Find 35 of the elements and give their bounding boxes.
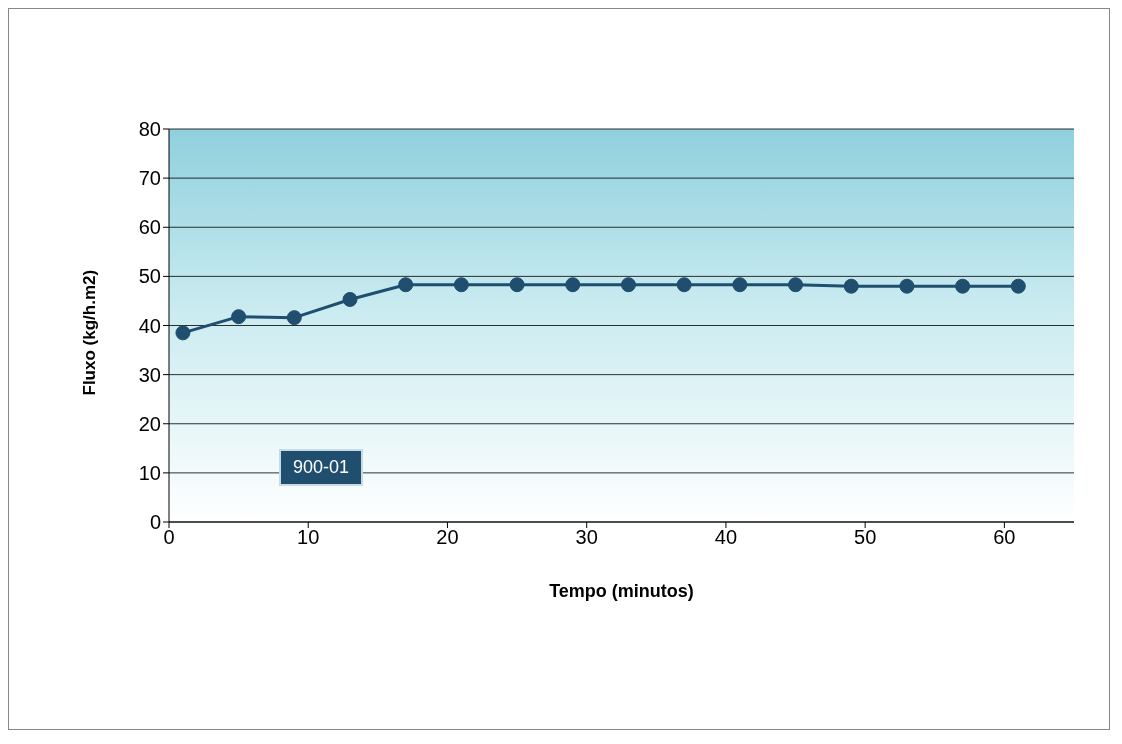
point: [620, 277, 636, 293]
y-tick-label: 30: [138, 363, 161, 386]
point: [175, 325, 191, 341]
text: 900-01: [279, 449, 364, 486]
y-axis-title: Fluxo (kg/h.m2): [80, 269, 100, 396]
y-tick-label: 0: [149, 511, 161, 534]
y-tick-label: 50: [138, 265, 161, 288]
point: [843, 278, 859, 294]
y-tick-label: 20: [138, 412, 161, 435]
point: [398, 277, 414, 293]
point: [955, 278, 971, 294]
point: [676, 277, 692, 293]
point: [509, 277, 525, 293]
y-tick-label: 70: [138, 167, 161, 190]
y-tick-label: 10: [138, 461, 161, 484]
point: [788, 277, 804, 293]
point: [286, 310, 302, 326]
y-tick-label: 40: [138, 314, 161, 337]
point: [732, 277, 748, 293]
point: [899, 278, 915, 294]
x-tick-label: 10: [297, 526, 320, 549]
y-tick-label: 60: [138, 216, 161, 239]
y-tick-label: 80: [138, 118, 161, 141]
point: [453, 277, 469, 293]
x-axis-title: Tempo (minutos): [549, 581, 694, 601]
x-tick-label: 0: [163, 526, 175, 549]
x-tick-label: 20: [436, 526, 459, 549]
x-tick-label: 40: [714, 526, 738, 549]
point: [342, 291, 358, 307]
point: [231, 309, 247, 325]
x-tick-label: 30: [575, 526, 598, 549]
point: [565, 277, 581, 293]
x-tick-label: 50: [854, 526, 877, 549]
point: [1010, 278, 1026, 294]
x-tick-label: 60: [993, 526, 1016, 549]
